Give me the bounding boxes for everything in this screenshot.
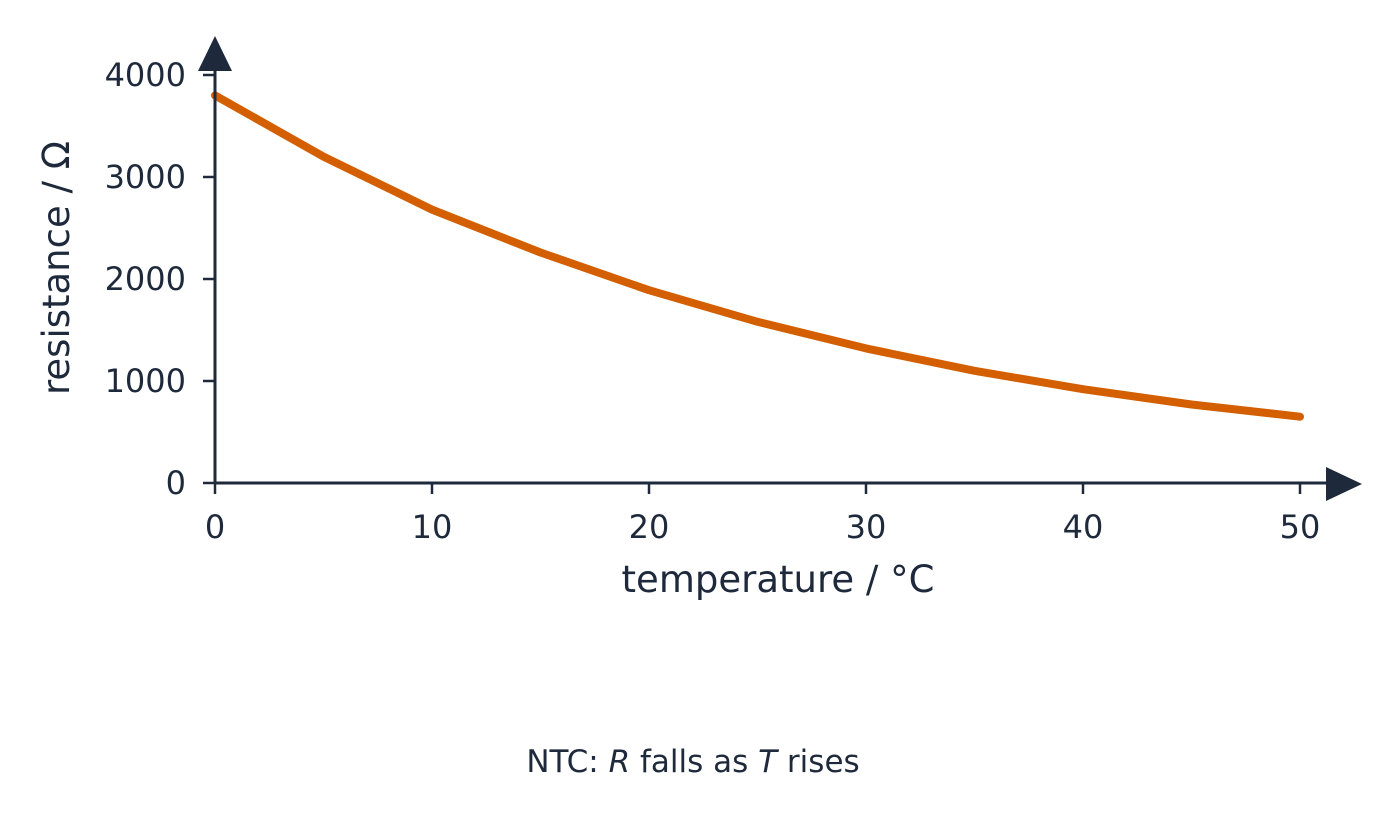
x-tick-label: 50 <box>1280 508 1321 546</box>
caption-suffix: rises <box>777 744 860 780</box>
x-tick-label: 20 <box>629 508 670 546</box>
x-axis-arrow <box>1326 467 1362 501</box>
x-axis-title: temperature / °C <box>622 558 935 601</box>
y-tick-label: 0 <box>166 464 186 502</box>
caption-variable-t: T <box>758 744 778 780</box>
x-tick-label: 30 <box>846 508 887 546</box>
x-tick-label: 0 <box>205 508 225 546</box>
y-ticks: 0 1000 2000 3000 4000 <box>105 56 215 502</box>
x-ticks: 0 10 20 30 40 50 <box>205 483 1321 546</box>
x-tick-label: 10 <box>412 508 453 546</box>
axes <box>198 36 1362 501</box>
caption-prefix: NTC: <box>526 744 609 780</box>
y-axis-title: resistance / Ω <box>35 141 78 395</box>
y-tick-label: 3000 <box>105 158 186 196</box>
y-tick-label: 4000 <box>105 56 186 94</box>
y-tick-label: 1000 <box>105 362 186 400</box>
y-tick-label: 2000 <box>105 260 186 298</box>
caption: NTC: R falls as T rises <box>0 744 1386 780</box>
series-layer <box>211 91 1304 421</box>
series-line <box>211 91 1304 421</box>
x-tick-label: 40 <box>1063 508 1104 546</box>
caption-variable-r: R <box>608 744 631 780</box>
y-axis-arrow <box>198 36 232 71</box>
caption-middle: falls as <box>630 744 759 780</box>
